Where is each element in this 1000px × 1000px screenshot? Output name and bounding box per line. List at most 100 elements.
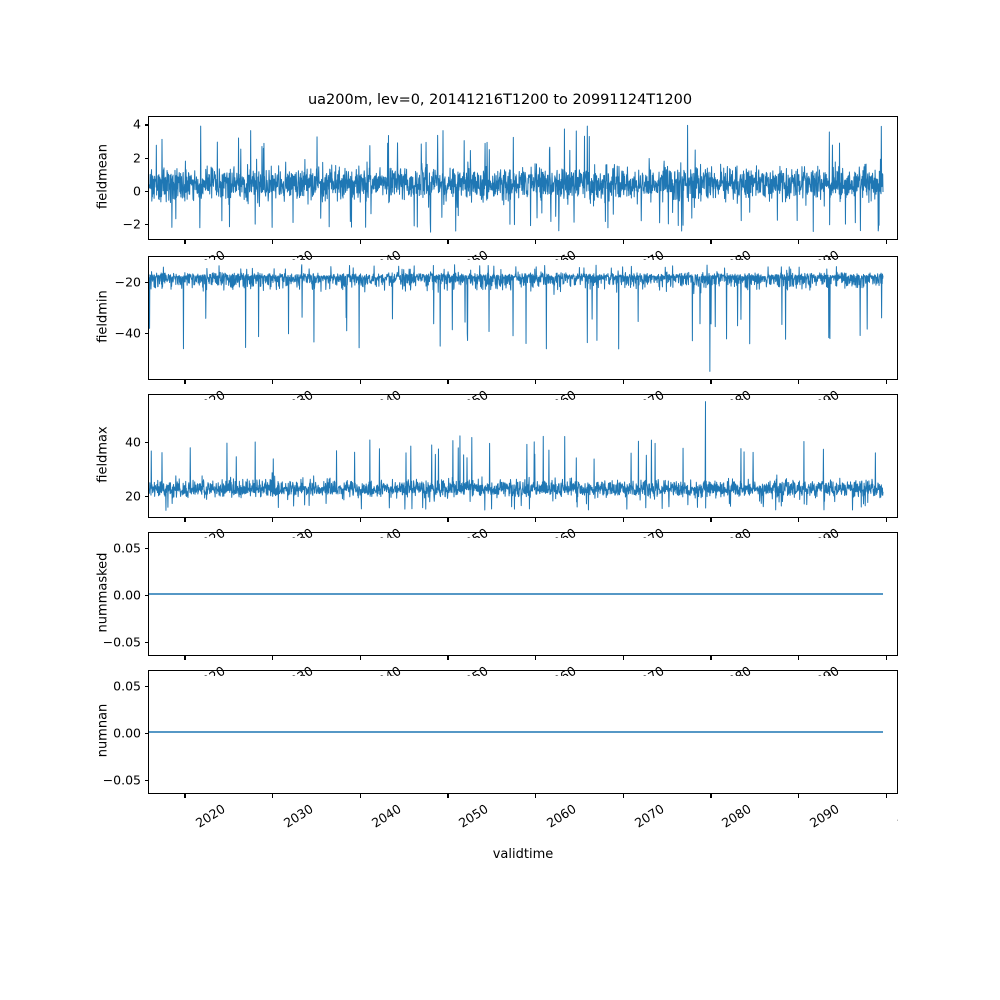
y-tick-mark <box>144 595 149 597</box>
x-tick-mark <box>798 379 800 384</box>
x-tick-mark <box>447 517 449 522</box>
y-tick-label: 0.05 <box>113 540 141 556</box>
x-tick-mark <box>184 793 186 798</box>
y-tick-label: 4 <box>133 116 141 132</box>
y-tick-label: −40 <box>114 325 141 341</box>
y-tick-mark <box>144 124 149 126</box>
plot-panel-fieldmean: 4 2 0 −2 <box>123 116 898 244</box>
x-tick-mark <box>272 239 274 244</box>
x-tick-mark <box>447 239 449 244</box>
x-tick-mark <box>710 239 712 244</box>
x-tick-mark <box>447 379 449 384</box>
figure-title: ua200m, lev=0, 20141216T1200 to 20991124… <box>307 92 693 108</box>
plot-panel-fieldmin: −20 −40 <box>115 256 898 384</box>
plot-panel-nummasked: 0.05 0.00 −0.05 <box>103 532 898 660</box>
x-tick-mark <box>535 655 537 660</box>
y-tick-label: −20 <box>114 274 141 290</box>
y-tick-mark <box>144 223 149 225</box>
y-tick-label: 20 <box>125 488 141 504</box>
x-tick-label: 2060 <box>543 801 579 831</box>
x-tick-mark <box>272 655 274 660</box>
series-line-nummasked <box>149 533 897 655</box>
y-axis-label-nummasked: nummasked <box>95 552 111 633</box>
y-tick-label: 0.00 <box>113 725 141 741</box>
x-tick-mark <box>272 517 274 522</box>
x-tick-mark <box>447 793 449 798</box>
y-tick-mark <box>144 548 149 550</box>
x-tick-mark <box>622 239 624 244</box>
x-tick-mark <box>885 793 887 798</box>
x-tick-label: 2090 <box>806 801 842 831</box>
x-tick-mark <box>710 793 712 798</box>
x-tick-mark <box>710 379 712 384</box>
series-line-numnan <box>149 671 897 793</box>
y-tick-label: 0 <box>133 183 141 199</box>
x-tick-mark <box>535 517 537 522</box>
x-tick-mark <box>710 517 712 522</box>
x-tick-mark <box>798 517 800 522</box>
x-tick-mark <box>272 379 274 384</box>
y-tick-mark <box>144 496 149 498</box>
x-tick-label-layer: 2020 2030 2040 2050 2060 2070 2080 2090 2100 <box>148 799 898 843</box>
x-tick-mark <box>359 655 361 660</box>
y-tick-label: −0.05 <box>102 634 141 650</box>
x-tick-mark <box>447 655 449 660</box>
series-line-fieldmax <box>149 395 897 517</box>
x-tick-label: 2020 <box>193 801 229 831</box>
x-tick-label: 2080 <box>719 801 755 831</box>
y-axis-label-numnan: numnan <box>95 703 111 758</box>
x-tick-mark <box>535 239 537 244</box>
x-tick-label: 2030 <box>280 801 316 831</box>
y-tick-mark <box>144 157 149 159</box>
x-tick-mark <box>535 793 537 798</box>
series-line-fieldmean <box>149 117 897 239</box>
y-tick-label: 0.00 <box>113 587 141 603</box>
plot-panel-fieldmax: 40 20 <box>125 394 898 522</box>
y-tick-mark <box>144 442 149 444</box>
series-clip <box>149 257 897 379</box>
x-tick-mark <box>885 655 887 660</box>
y-tick-mark <box>144 686 149 688</box>
x-tick-mark <box>798 793 800 798</box>
x-tick-label: 2100 <box>894 801 898 831</box>
y-axis-label-fieldmin: fieldmin <box>95 290 111 343</box>
series-clip <box>149 117 897 239</box>
x-tick-mark <box>184 655 186 660</box>
x-tick-mark <box>798 239 800 244</box>
x-tick-mark <box>535 379 537 384</box>
y-tick-mark <box>144 333 149 335</box>
y-tick-mark <box>144 779 149 782</box>
x-tick-mark <box>184 379 186 384</box>
x-tick-mark <box>359 239 361 244</box>
x-tick-mark <box>184 517 186 522</box>
series-line-fieldmin <box>149 257 897 379</box>
x-tick-mark <box>359 379 361 384</box>
x-tick-label: 2050 <box>456 801 492 831</box>
series-clip <box>149 671 897 793</box>
x-tick-mark <box>885 239 887 244</box>
x-tick-mark <box>272 793 274 798</box>
x-tick-label: 2040 <box>368 801 404 831</box>
y-tick-mark <box>144 733 149 735</box>
x-tick-mark <box>622 793 624 798</box>
x-tick-mark <box>622 517 624 522</box>
y-axis-label-fieldmax: fieldmax <box>95 426 111 483</box>
y-tick-label: 2 <box>133 150 141 165</box>
x-tick-mark <box>885 379 887 384</box>
y-tick-mark <box>144 190 149 192</box>
x-tick-mark <box>798 655 800 660</box>
series-clip <box>149 533 897 655</box>
plot-panel-numnan: 0.05 0.00 −0.05 <box>103 670 898 798</box>
x-tick-mark <box>184 239 186 244</box>
x-tick-mark <box>359 517 361 522</box>
y-axis-label-fieldmean: fieldmean <box>95 144 111 209</box>
x-axis-label: validtime <box>492 847 554 862</box>
x-tick-mark <box>710 655 712 660</box>
x-tick-mark <box>359 793 361 798</box>
y-tick-label: −2 <box>122 216 141 232</box>
x-tick-label: 2070 <box>631 801 667 831</box>
y-tick-label: 40 <box>125 434 141 450</box>
x-tick-mark <box>885 517 887 522</box>
y-tick-mark <box>144 281 149 283</box>
